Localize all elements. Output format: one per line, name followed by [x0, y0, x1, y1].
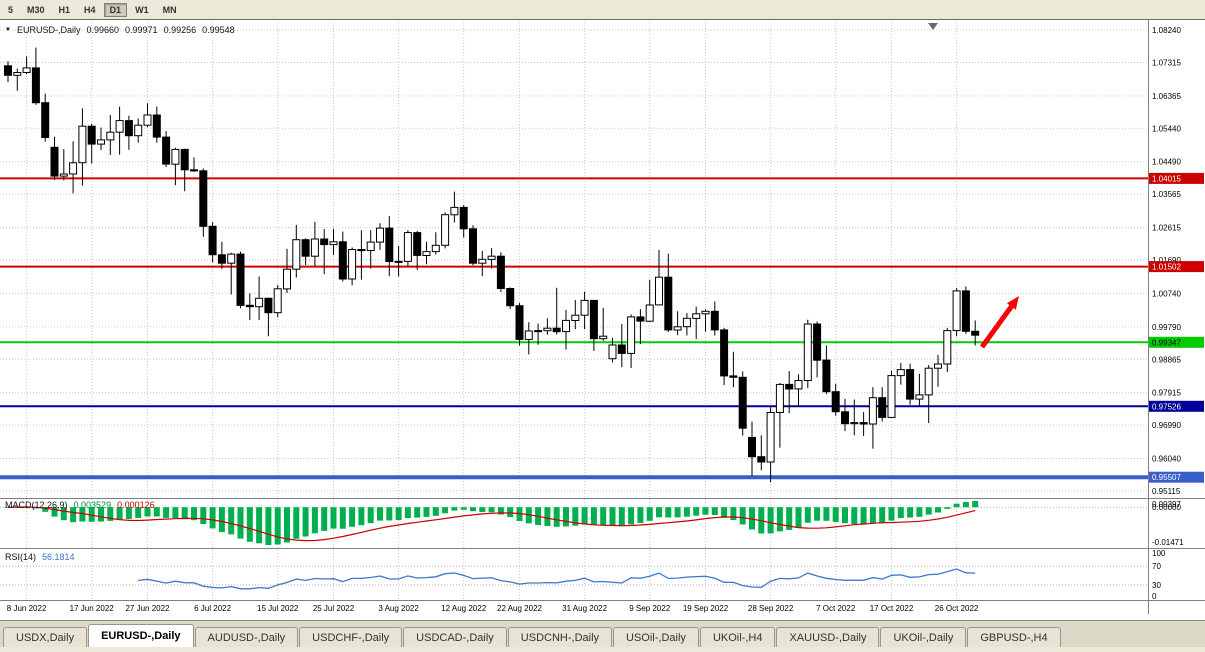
price-scale-label: 1.01690 [1152, 256, 1181, 265]
price-scale-label: 1.03565 [1152, 190, 1181, 199]
date-axis-label: 17 Jun 2022 [70, 604, 115, 613]
ohlc-low: 0.99256 [163, 25, 197, 35]
time-scale[interactable] [0, 601, 1148, 614]
symbol-tab-ukoil-daily[interactable]: UKOil-,Daily [880, 627, 967, 647]
price-scale-label: 0.96990 [1152, 421, 1181, 430]
dropdown-triangle-icon: ▼ [5, 27, 11, 33]
period-button-m30[interactable]: M30 [27, 4, 45, 15]
symbol-tab-usoil-daily[interactable]: USOil-,Daily [613, 627, 699, 647]
date-axis-label: 8 Jun 2022 [7, 604, 47, 613]
price-level-badge: 1.01502 [1149, 261, 1204, 273]
macd-main-value: 0.003529 [73, 500, 112, 510]
price-scale-label: 1.07315 [1152, 59, 1181, 68]
svg-text:1.01502: 1.01502 [1152, 263, 1181, 272]
price-level-badge: 0.99347 [1149, 336, 1204, 348]
macd-indicator-label: MACD(12,26,9) 0.003529 0.000126 [5, 500, 155, 510]
macd-name: MACD(12,26,9) [5, 500, 68, 510]
macd-scale-label: 0.00397 [1152, 500, 1181, 509]
period-button-d1[interactable]: D1 [103, 2, 128, 17]
svg-text:1.04015: 1.04015 [1152, 174, 1181, 183]
period-button-w1[interactable]: W1 [135, 4, 149, 15]
date-axis-label: 6 Jul 2022 [194, 604, 231, 613]
macd-panel[interactable] [0, 500, 1148, 546]
svg-text:0.97526: 0.97526 [1152, 402, 1181, 411]
rsi-scale-label: 30 [1152, 581, 1161, 590]
symbol-tab-usdcad-daily[interactable]: USDCAD-,Daily [403, 627, 507, 647]
price-level-badge: 0.97526 [1149, 400, 1204, 412]
symbol-tab-eurusd-daily[interactable]: EURUSD-,Daily [88, 624, 194, 647]
ohlc-high: 0.99971 [125, 25, 158, 35]
chart-symbol-period: EURUSD-,Daily [16, 25, 81, 35]
date-axis-label: 3 Aug 2022 [378, 604, 419, 613]
price-scale-label: 0.97915 [1152, 389, 1181, 398]
price-scale-label: 1.04490 [1152, 158, 1181, 167]
macd-scale-label: -0.01471 [1152, 538, 1184, 547]
price-scale[interactable] [1149, 22, 1205, 600]
period-button-mn[interactable]: MN [162, 4, 177, 15]
price-scale-label: 0.96040 [1152, 455, 1181, 464]
date-axis-label: 27 Jun 2022 [125, 604, 170, 613]
period-button-h1[interactable]: H1 [58, 4, 71, 15]
price-scale-label: 1.05440 [1152, 124, 1181, 133]
period-button-h4[interactable]: H4 [84, 4, 96, 15]
date-axis-label: 22 Aug 2022 [497, 604, 542, 613]
symbol-tab-usdx-daily[interactable]: USDX,Daily [3, 627, 88, 647]
price-scale-label: 1.08240 [1152, 26, 1181, 35]
symbol-tab-gbpusd-h4[interactable]: GBPUSD-,H4 [967, 627, 1061, 647]
macd-signal-line [7, 506, 976, 542]
symbol-tab-xauusd-daily[interactable]: XAUUSD-,Daily [776, 627, 880, 647]
rsi-panel[interactable] [0, 551, 1148, 599]
rsi-value: 56.1814 [42, 552, 75, 562]
date-axis-label: 19 Sep 2022 [683, 604, 729, 613]
date-axis-label: 7 Oct 2022 [816, 604, 856, 613]
date-axis-label: 26 Oct 2022 [935, 604, 979, 613]
macd-signal-value: 0.000126 [117, 500, 155, 510]
trend-arrow[interactable] [979, 296, 1019, 349]
rsi-indicator-label: RSI(14) 56.1814 [5, 552, 75, 562]
candlestick-series [4, 47, 980, 483]
date-axis-label: 25 Jul 2022 [313, 604, 355, 613]
symbol-tab-bar: USDX,Daily EURUSD-,Daily AUDUSD-,Daily USDC… [0, 620, 1205, 647]
chart-shift-marker[interactable] [928, 23, 938, 30]
price-scale-label: 0.98865 [1152, 355, 1181, 364]
period-toolbar: 5 M30 H1 H4 D1 W1 MN [0, 0, 1205, 20]
rsi-scale-label: 100 [1152, 549, 1166, 558]
rsi-scale-label: 0 [1152, 592, 1157, 601]
ohlc-open: 0.99660 [86, 25, 120, 35]
price-level-badge: 0.95507 [1149, 471, 1204, 483]
rsi-scale-label: 70 [1152, 562, 1161, 571]
price-scale-label: 0.95115 [1152, 487, 1181, 496]
symbol-tab-audusd-daily[interactable]: AUDUSD-,Daily [194, 627, 299, 647]
rsi-line [138, 568, 976, 590]
date-axis-label: 17 Oct 2022 [870, 604, 914, 613]
date-axis-label: 9 Sep 2022 [629, 604, 670, 613]
macd-scale-label: 0.00000 [1152, 503, 1181, 512]
price-chart-plot-area[interactable] [0, 22, 1148, 497]
rsi-name: RSI(14) [5, 552, 37, 562]
svg-text:0.99347: 0.99347 [1152, 338, 1181, 347]
price-level-badge: 1.04015 [1149, 172, 1204, 184]
price-scale-label: 1.06365 [1152, 92, 1181, 101]
price-scale-label: 1.00740 [1152, 289, 1181, 298]
date-axis-label: 15 Jul 2022 [257, 604, 299, 613]
date-axis-label: 31 Aug 2022 [562, 604, 607, 613]
date-axis-label: 28 Sep 2022 [748, 604, 794, 613]
chart-title: ▼ EURUSD-,Daily 0.99660 0.99971 0.99256 … [5, 25, 235, 35]
date-axis-label: 12 Aug 2022 [441, 604, 486, 613]
price-scale-label: 0.99790 [1152, 323, 1181, 332]
price-scale-label: 1.02615 [1152, 224, 1181, 233]
symbol-tab-usdchf-daily[interactable]: USDCHF-,Daily [299, 627, 403, 647]
ohlc-close: 0.99548 [202, 25, 235, 35]
period-button-5[interactable]: 5 [8, 4, 14, 15]
symbol-tab-ukoil-h4[interactable]: UKOil-,H4 [699, 627, 776, 647]
svg-text:0.95507: 0.95507 [1152, 473, 1181, 482]
symbol-tab-usdcnh-daily[interactable]: USDCNH-,Daily [507, 627, 613, 647]
